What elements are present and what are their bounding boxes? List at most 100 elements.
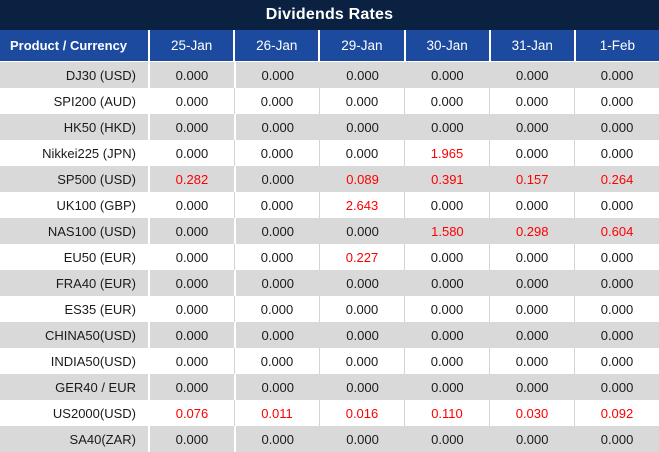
rate-cell: 0.264: [574, 166, 659, 192]
rate-cell: 0.000: [233, 114, 320, 140]
rate-cell: 0.000: [574, 270, 659, 296]
date-column-header: 29-Jan: [318, 30, 403, 61]
rate-cell: 0.000: [574, 114, 659, 140]
rate-cell: 0.000: [404, 374, 489, 400]
rate-cell: 0.011: [234, 400, 319, 426]
table-row: EU50 (EUR) 0.000 0.000 0.227 0.000 0.000 0.000: [0, 244, 659, 270]
rate-cell: 0.000: [574, 348, 659, 374]
rate-cell: 0.000: [574, 426, 659, 452]
product-cell: CHINA50(USD): [44, 327, 136, 343]
rate-cell: 0.000: [148, 140, 234, 166]
rate-cell: 0.000: [148, 88, 234, 114]
rate-cell: 0.000: [489, 88, 574, 114]
rate-cell: 0.000: [233, 218, 320, 244]
rate-cell: 0.000: [489, 348, 574, 374]
date-column-header: 1-Feb: [573, 30, 659, 61]
rate-cell: 0.000: [319, 270, 405, 296]
rate-cell: 0.000: [319, 322, 405, 348]
rate-cell: 0.000: [234, 296, 319, 322]
rate-cell: 0.000: [404, 348, 489, 374]
date-column-header: 30-Jan: [403, 30, 489, 61]
rate-cell: 1.965: [404, 140, 489, 166]
rate-cell: 0.000: [404, 244, 489, 270]
product-currency-header: Product / Currency: [10, 38, 128, 53]
product-cell: NAS100 (USD): [47, 223, 136, 239]
product-cell: EU50 (EUR): [63, 249, 136, 265]
rate-cell: 0.000: [234, 348, 319, 374]
rate-cell: 0.000: [233, 322, 320, 348]
rate-cell: 0.282: [148, 166, 234, 192]
rate-cell: 0.000: [489, 296, 574, 322]
page-title: Dividends Rates: [265, 6, 394, 23]
table-row: Nikkei225 (JPN) 0.000 0.000 0.000 1.965 0.000…: [0, 140, 659, 166]
product-cell: DJ30 (USD): [65, 67, 136, 83]
table-row: GER40 / EUR 0.000 0.000 0.000 0.000 0.000 0.00…: [0, 374, 659, 400]
table-row: US2000(USD) 0.076 0.011 0.016 0.110 0.030 0.09…: [0, 400, 659, 426]
rate-cell: 0.000: [489, 426, 574, 452]
rate-cell: 0.000: [489, 192, 574, 218]
rate-cell: 0.000: [148, 270, 234, 296]
rate-cell: 0.000: [233, 62, 320, 88]
product-cell: HK50 (HKD): [63, 119, 136, 135]
rate-cell: 0.000: [148, 296, 234, 322]
rate-cell: 0.000: [319, 218, 405, 244]
product-cell: US2000(USD): [52, 405, 136, 421]
product-cell: SP500 (USD): [57, 171, 136, 187]
rate-cell: 0.000: [319, 140, 404, 166]
rate-cell: 0.000: [233, 426, 320, 452]
rate-cell: 0.000: [148, 426, 234, 452]
rate-cell: 0.227: [319, 244, 404, 270]
rate-cell: 0.000: [148, 218, 234, 244]
rate-cell: 0.000: [489, 114, 574, 140]
rate-cell: 0.000: [233, 270, 320, 296]
rate-cell: 0.089: [319, 166, 405, 192]
table-row: NAS100 (USD) 0.000 0.000 0.000 1.580 0.298 0.6…: [0, 218, 659, 244]
rate-cell: 0.000: [574, 192, 659, 218]
rate-cell: 0.000: [489, 322, 574, 348]
table-row: UK100 (GBP) 0.000 0.000 2.643 0.000 0.000 0.00…: [0, 192, 659, 218]
date-column-header: 25-Jan: [148, 30, 233, 61]
table-row: INDIA50(USD) 0.000 0.000 0.000 0.000 0.000 0.0…: [0, 348, 659, 374]
rate-cell: 0.000: [234, 192, 319, 218]
rate-cell: 0.076: [148, 400, 234, 426]
rate-cell: 0.000: [148, 348, 234, 374]
date-column-header: 26-Jan: [233, 30, 318, 61]
rate-cell: 0.000: [574, 244, 659, 270]
rate-cell: 0.016: [319, 400, 404, 426]
table-row: SP500 (USD) 0.282 0.000 0.089 0.391 0.157 0.26…: [0, 166, 659, 192]
rate-cell: 0.000: [319, 62, 405, 88]
product-cell: FRA40 (EUR): [55, 275, 136, 291]
product-cell: GER40 / EUR: [55, 379, 136, 395]
rate-cell: 0.000: [404, 114, 489, 140]
rate-cell: 0.030: [489, 400, 574, 426]
rate-cell: 0.000: [319, 296, 404, 322]
rate-cell: 0.000: [574, 62, 659, 88]
rate-cell: 0.000: [489, 270, 574, 296]
product-cell: INDIA50(USD): [50, 353, 136, 369]
rate-cell: 0.000: [404, 296, 489, 322]
rate-cell: 0.000: [319, 348, 404, 374]
table-row: FRA40 (EUR) 0.000 0.000 0.000 0.000 0.000 0.00…: [0, 270, 659, 296]
rate-cell: 0.000: [319, 88, 404, 114]
table-row: SPI200 (AUD) 0.000 0.000 0.000 0.000 0.000 0.0…: [0, 88, 659, 114]
rate-cell: 0.000: [574, 374, 659, 400]
rate-cell: 0.000: [148, 322, 234, 348]
rate-cell: 0.000: [574, 322, 659, 348]
rate-cell: 0.000: [233, 374, 320, 400]
rate-cell: 2.643: [319, 192, 404, 218]
rate-cell: 0.000: [148, 192, 234, 218]
rate-cell: 0.157: [489, 166, 574, 192]
rate-cell: 0.000: [148, 244, 234, 270]
rate-cell: 0.000: [404, 426, 489, 452]
product-cell: UK100 (GBP): [56, 197, 136, 213]
rate-cell: 0.000: [574, 88, 659, 114]
column-header-row: Product / Currency 25-Jan 26-Jan 29-Jan 30-…: [0, 30, 659, 62]
rate-cell: 0.000: [148, 374, 234, 400]
rate-cell: 0.000: [319, 426, 405, 452]
rate-cell: 0.000: [319, 374, 405, 400]
title-bar: Dividends Rates: [0, 0, 659, 30]
table-row: CHINA50(USD) 0.000 0.000 0.000 0.000 0.000 0.0…: [0, 322, 659, 348]
rate-cell: 0.000: [233, 166, 320, 192]
rate-cell: 0.000: [574, 296, 659, 322]
